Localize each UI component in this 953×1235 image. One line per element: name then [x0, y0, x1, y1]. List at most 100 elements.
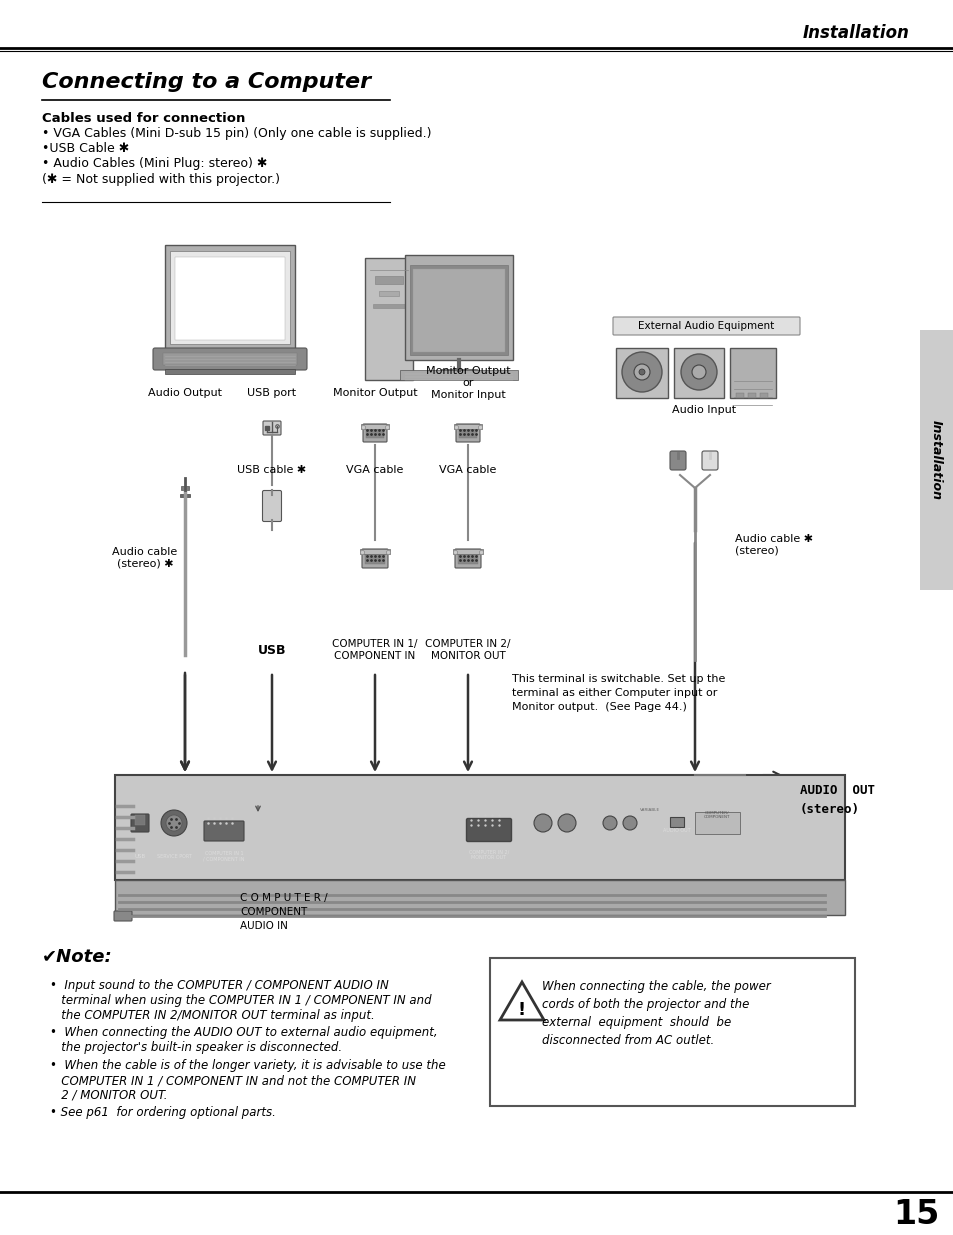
Text: • Audio Cables (Mini Plug: stereo) ✱: • Audio Cables (Mini Plug: stereo) ✱ [42, 158, 267, 170]
Bar [181, 487, 189, 490]
Circle shape [680, 354, 717, 390]
FancyBboxPatch shape [152, 348, 307, 370]
FancyArrowPatch shape [690, 542, 699, 769]
Text: !: ! [517, 1002, 525, 1019]
Text: Audio Output: Audio Output [148, 388, 222, 398]
Circle shape [621, 352, 661, 391]
Bar [366, 429, 384, 438]
Text: Installation: Installation [802, 23, 909, 42]
Bar [616, 348, 667, 398]
Circle shape [622, 816, 637, 830]
FancyBboxPatch shape [669, 451, 685, 471]
Text: AUDIO OUT: AUDIO OUT [662, 827, 690, 832]
Bar [454, 424, 481, 429]
FancyArrowPatch shape [762, 772, 779, 778]
FancyArrowPatch shape [268, 674, 275, 769]
Text: COMPUTER IN 2/
MONITOR OUT: COMPUTER IN 2/ MONITOR OUT [468, 850, 509, 861]
FancyBboxPatch shape [131, 814, 149, 832]
Bar [760, 393, 767, 398]
Bar [180, 494, 190, 496]
Bar [365, 258, 413, 380]
Bar [174, 257, 285, 340]
Bar [378, 291, 398, 296]
FancyArrowPatch shape [255, 805, 260, 810]
Text: •  When the cable is of the longer variety, it is advisable to use the
   COMPUT: • When the cable is of the longer variet… [50, 1058, 445, 1102]
Bar [695, 811, 740, 834]
Text: SERVICE PORT: SERVICE PORT [156, 853, 192, 858]
Text: COMPUTER IN 1
/ COMPONENT IN: COMPUTER IN 1 / COMPONENT IN [203, 851, 245, 861]
Bar [359, 550, 390, 555]
Bar [375, 275, 402, 284]
Text: C O M P U T E R /
COMPONENT
AUDIO IN: C O M P U T E R / COMPONENT AUDIO IN [240, 893, 327, 931]
Circle shape [691, 366, 705, 379]
Polygon shape [499, 982, 543, 1020]
Circle shape [602, 816, 617, 830]
Bar [440, 369, 476, 374]
Circle shape [166, 815, 182, 831]
FancyArrowPatch shape [463, 674, 472, 769]
Bar [165, 369, 294, 374]
Bar [458, 429, 476, 438]
FancyArrowPatch shape [181, 673, 189, 769]
Bar [729, 348, 775, 398]
Text: VGA cable: VGA cable [346, 466, 403, 475]
Text: COMPUTER/
COMPONENT: COMPUTER/ COMPONENT [703, 810, 729, 819]
Text: VARIABLE: VARIABLE [639, 808, 659, 811]
FancyBboxPatch shape [361, 550, 388, 568]
Text: When connecting the cable, the power
cords of both the projector and the
externa: When connecting the cable, the power cor… [541, 981, 770, 1047]
Text: This terminal is switchable. Set up the
terminal as either Computer input or
Mon: This terminal is switchable. Set up the … [512, 674, 724, 713]
Text: Audio Input: Audio Input [671, 405, 736, 415]
Bar [365, 553, 385, 564]
Bar [413, 269, 504, 352]
Bar [399, 370, 517, 380]
FancyBboxPatch shape [701, 451, 718, 471]
Text: AUDIO  OUT
(stereo): AUDIO OUT (stereo) [800, 784, 874, 815]
Bar [490, 958, 854, 1107]
Circle shape [534, 814, 552, 832]
FancyBboxPatch shape [613, 317, 800, 335]
Text: Connecting to a Computer: Connecting to a Computer [42, 72, 371, 91]
Text: Monitor Output: Monitor Output [333, 388, 416, 398]
FancyBboxPatch shape [455, 550, 480, 568]
Circle shape [161, 810, 187, 836]
Text: VGA cable: VGA cable [438, 466, 497, 475]
Bar [163, 353, 296, 366]
Text: • VGA Cables (Mini D-sub 15 pin) (Only one cable is supplied.): • VGA Cables (Mini D-sub 15 pin) (Only o… [42, 127, 431, 141]
Text: •USB Cable ✱: •USB Cable ✱ [42, 142, 129, 156]
FancyArrowPatch shape [181, 674, 189, 769]
Text: Audio cable
(stereo) ✱: Audio cable (stereo) ✱ [112, 547, 177, 569]
Circle shape [558, 814, 576, 832]
Bar [373, 304, 405, 308]
Text: •  When connecting the AUDIO OUT to external audio equipment,
   the projector's: • When connecting the AUDIO OUT to exter… [50, 1026, 437, 1053]
Text: 15: 15 [892, 1198, 938, 1231]
Bar [170, 251, 290, 345]
Bar [919, 330, 953, 590]
Text: Cables used for connection: Cables used for connection [42, 111, 245, 125]
Circle shape [639, 369, 644, 375]
Text: (✱ = Not supplied with this projector.): (✱ = Not supplied with this projector.) [42, 173, 280, 185]
Text: Audio cable ✱
(stereo): Audio cable ✱ (stereo) [734, 535, 812, 556]
Bar [165, 245, 294, 350]
Text: USB: USB [134, 853, 146, 858]
Bar [747, 393, 755, 398]
Bar [405, 254, 513, 359]
FancyBboxPatch shape [363, 424, 387, 442]
Text: External Audio Equipment: External Audio Equipment [638, 321, 773, 331]
Bar [115, 776, 844, 881]
Circle shape [634, 364, 649, 380]
Text: • See p61  for ordering optional parts.: • See p61 for ordering optional parts. [50, 1107, 275, 1119]
Text: COMPUTER IN 1/
COMPONENT IN: COMPUTER IN 1/ COMPONENT IN [332, 640, 417, 661]
Text: Installation: Installation [928, 420, 942, 500]
Bar [360, 424, 389, 429]
Bar [135, 815, 145, 825]
FancyBboxPatch shape [204, 821, 244, 841]
Text: Monitor Output
or
Monitor Input: Monitor Output or Monitor Input [425, 366, 510, 400]
FancyBboxPatch shape [262, 490, 281, 521]
FancyBboxPatch shape [466, 819, 511, 841]
FancyBboxPatch shape [113, 911, 132, 921]
FancyArrowPatch shape [371, 674, 378, 769]
Bar [453, 550, 482, 555]
Text: COMPUTER IN 2/
MONITOR OUT: COMPUTER IN 2/ MONITOR OUT [425, 640, 510, 661]
Bar [410, 266, 507, 354]
Bar [673, 348, 723, 398]
